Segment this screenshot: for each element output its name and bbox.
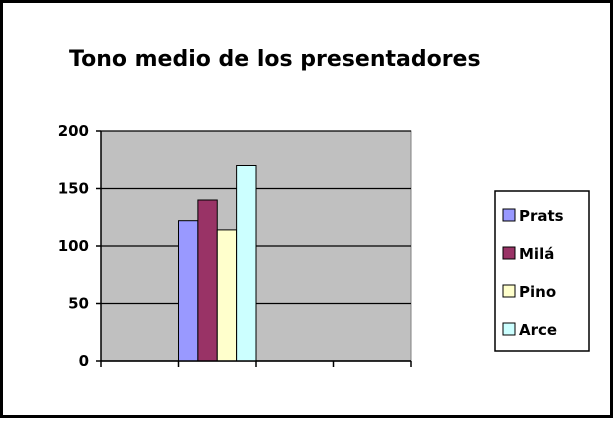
bar-prats xyxy=(178,220,199,362)
bars xyxy=(178,165,257,362)
bar-pino xyxy=(216,229,238,362)
y-tick-label-200: 200 xyxy=(58,122,89,140)
y-tick-label-0: 0 xyxy=(79,352,89,370)
legend-swatch-arce xyxy=(502,322,516,336)
bar-milá xyxy=(197,199,218,362)
y-tick-label-100: 100 xyxy=(58,237,89,255)
legend-label-arce: Arce xyxy=(519,321,557,339)
legend-label-prats: Prats xyxy=(519,207,564,225)
legend-swatch-prats xyxy=(502,208,516,222)
chart-title: Tono medio de los presentadores xyxy=(69,47,481,72)
y-tick-label-50: 50 xyxy=(68,295,89,313)
legend-swatch-milá xyxy=(502,246,516,260)
bar-chart: Tono medio de los presentadores 0 50 100 15… xyxy=(58,47,590,370)
legend: Prats Milá Pino Arce xyxy=(494,190,590,352)
y-tick-label-150: 150 xyxy=(58,180,89,198)
legend-swatch-pino xyxy=(502,284,516,298)
y-axis: 0 50 100 150 200 xyxy=(58,122,102,370)
legend-label-milá: Milá xyxy=(519,245,554,263)
bar-arce xyxy=(236,165,257,362)
legend-label-pino: Pino xyxy=(519,283,556,301)
x-axis xyxy=(100,360,412,367)
